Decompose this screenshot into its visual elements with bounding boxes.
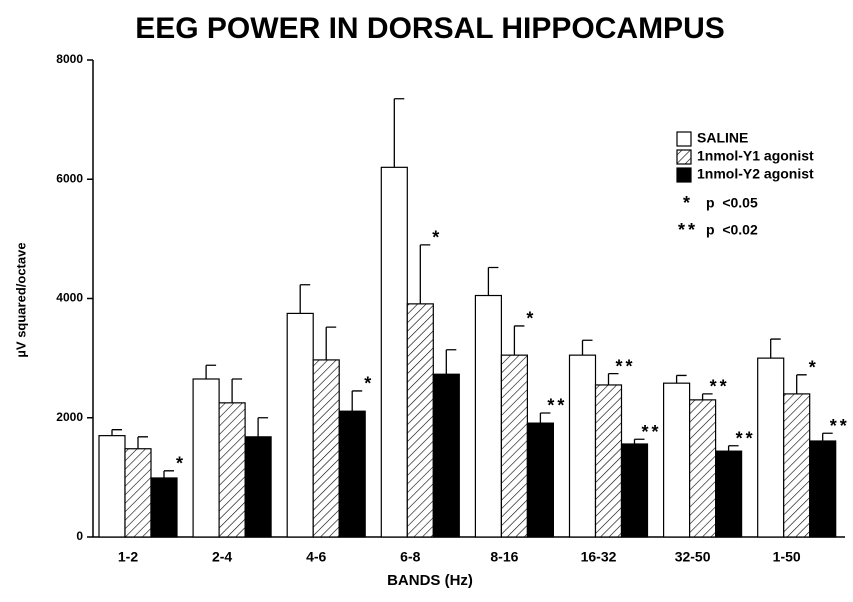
bar [432, 373, 460, 538]
error-bar [822, 432, 833, 442]
bar [594, 384, 623, 538]
x-tick-label: 1-2 [118, 549, 138, 565]
bar [526, 422, 555, 538]
error-bar [727, 445, 739, 452]
significance-mark: * [176, 454, 186, 474]
error-bar [111, 429, 122, 436]
error-bar [163, 470, 174, 478]
bar [150, 477, 178, 538]
significance-mark: * [526, 309, 536, 329]
legend-symbol: ** [678, 220, 698, 240]
y-tick-label: 2000 [56, 410, 83, 424]
chart-title: EEG POWER IN DORSAL HIPPOCAMPUS [135, 12, 725, 45]
bar [244, 436, 272, 538]
legend-swatch [676, 131, 692, 147]
error-bar [137, 436, 148, 449]
legend-swatch [676, 149, 692, 165]
significance-mark: ** [830, 416, 850, 436]
bar [474, 294, 502, 538]
significance-mark: * [364, 374, 374, 394]
error-bar [393, 98, 405, 168]
error-bar [539, 412, 551, 424]
legend-note: p <0.05 [706, 195, 758, 211]
bar [620, 443, 649, 538]
significance-mark: ** [736, 429, 756, 449]
x-axis-label: BANDS (Hz) [387, 572, 473, 589]
bar [192, 378, 220, 538]
bar [380, 166, 408, 538]
error-bar [770, 338, 781, 359]
bar [688, 399, 717, 538]
y-axis-label: µV squared/octave [13, 242, 28, 357]
error-bar [675, 374, 687, 384]
x-tick-label: 6-8 [400, 549, 420, 565]
bar [714, 450, 743, 538]
bar [783, 393, 811, 538]
y-tick-label: 6000 [56, 171, 83, 185]
significance-mark: ** [547, 396, 567, 416]
error-bar [257, 417, 269, 437]
legend-label: 1nmol-Y2 agonist [697, 166, 814, 182]
error-bar [581, 339, 593, 356]
error-bar [351, 390, 363, 412]
bar [312, 359, 340, 538]
significance-mark: ** [641, 422, 661, 442]
bar [757, 357, 785, 538]
error-bar [419, 244, 431, 304]
bar [124, 448, 152, 538]
bar [500, 354, 528, 538]
error-bar [445, 349, 457, 375]
error-bar [607, 372, 619, 385]
bar [338, 410, 366, 538]
bar [218, 402, 246, 538]
significance-mark: ** [710, 377, 730, 397]
error-bar [513, 325, 525, 356]
bar [568, 354, 597, 538]
x-tick-label: 8-16 [490, 549, 518, 565]
bar [809, 440, 837, 538]
x-tick-label: 4-6 [306, 549, 326, 565]
bar [286, 312, 314, 538]
y-tick-label: 0 [76, 529, 83, 543]
legend-swatch [676, 167, 692, 183]
error-bar [796, 374, 807, 394]
y-tick-label: 4000 [56, 291, 83, 305]
x-tick-label: 32-50 [675, 549, 711, 565]
error-bar [701, 393, 713, 400]
x-tick-label: 16-32 [581, 549, 617, 565]
error-bar [231, 378, 243, 403]
x-tick-label: 1-50 [773, 549, 801, 565]
bar [662, 382, 691, 538]
bar [98, 435, 126, 538]
significance-mark: ** [615, 356, 635, 376]
legend-symbol: * [683, 193, 693, 213]
error-bar [633, 438, 645, 444]
legend-note: p <0.02 [706, 222, 758, 238]
significance-mark: * [809, 358, 819, 378]
legend-label: 1nmol-Y1 agonist [697, 148, 814, 164]
error-bar [487, 266, 499, 296]
error-bar [205, 364, 217, 379]
error-bar [299, 284, 311, 314]
error-bar [325, 326, 337, 360]
significance-mark: * [432, 228, 442, 248]
legend-label: SALINE [697, 130, 748, 146]
x-tick-label: 2-4 [212, 549, 232, 565]
y-tick-label: 8000 [56, 52, 83, 66]
bar [406, 303, 434, 538]
